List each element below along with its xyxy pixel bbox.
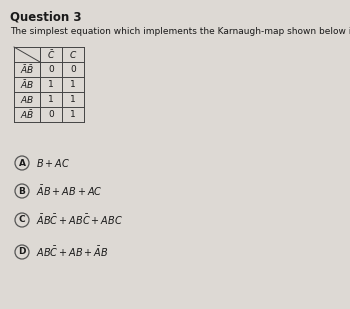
Text: 0: 0 (48, 65, 54, 74)
Text: $\bar{C}$: $\bar{C}$ (47, 48, 55, 61)
Text: The simplest equation which implements the Karnaugh-map shown below is:: The simplest equation which implements t… (10, 27, 350, 36)
Text: $\bar{A}B + AB + AC$: $\bar{A}B + AB + AC$ (36, 184, 103, 198)
Text: $\bar{A}B\bar{C} + AB\bar{C} + ABC$: $\bar{A}B\bar{C} + AB\bar{C} + ABC$ (36, 213, 123, 227)
Text: $AB$: $AB$ (20, 94, 34, 105)
Text: $AB\bar{C} + AB + \bar{A}B$: $AB\bar{C} + AB + \bar{A}B$ (36, 245, 109, 259)
Text: $A\bar{B}$: $A\bar{B}$ (20, 108, 34, 121)
Text: 0: 0 (70, 65, 76, 74)
Text: 1: 1 (70, 80, 76, 89)
Text: A: A (19, 159, 26, 167)
Text: D: D (18, 248, 26, 256)
Text: 1: 1 (70, 95, 76, 104)
Text: Question 3: Question 3 (10, 10, 82, 23)
Text: $B + AC$: $B + AC$ (36, 157, 70, 169)
Text: $\bar{A}\bar{B}$: $\bar{A}\bar{B}$ (20, 63, 34, 76)
Text: C: C (19, 215, 25, 225)
Text: 0: 0 (48, 110, 54, 119)
Text: 1: 1 (48, 80, 54, 89)
Text: $C$: $C$ (69, 49, 77, 60)
Text: 1: 1 (48, 95, 54, 104)
Text: B: B (19, 187, 26, 196)
Text: $\bar{A}B$: $\bar{A}B$ (20, 78, 34, 91)
Text: 1: 1 (70, 110, 76, 119)
